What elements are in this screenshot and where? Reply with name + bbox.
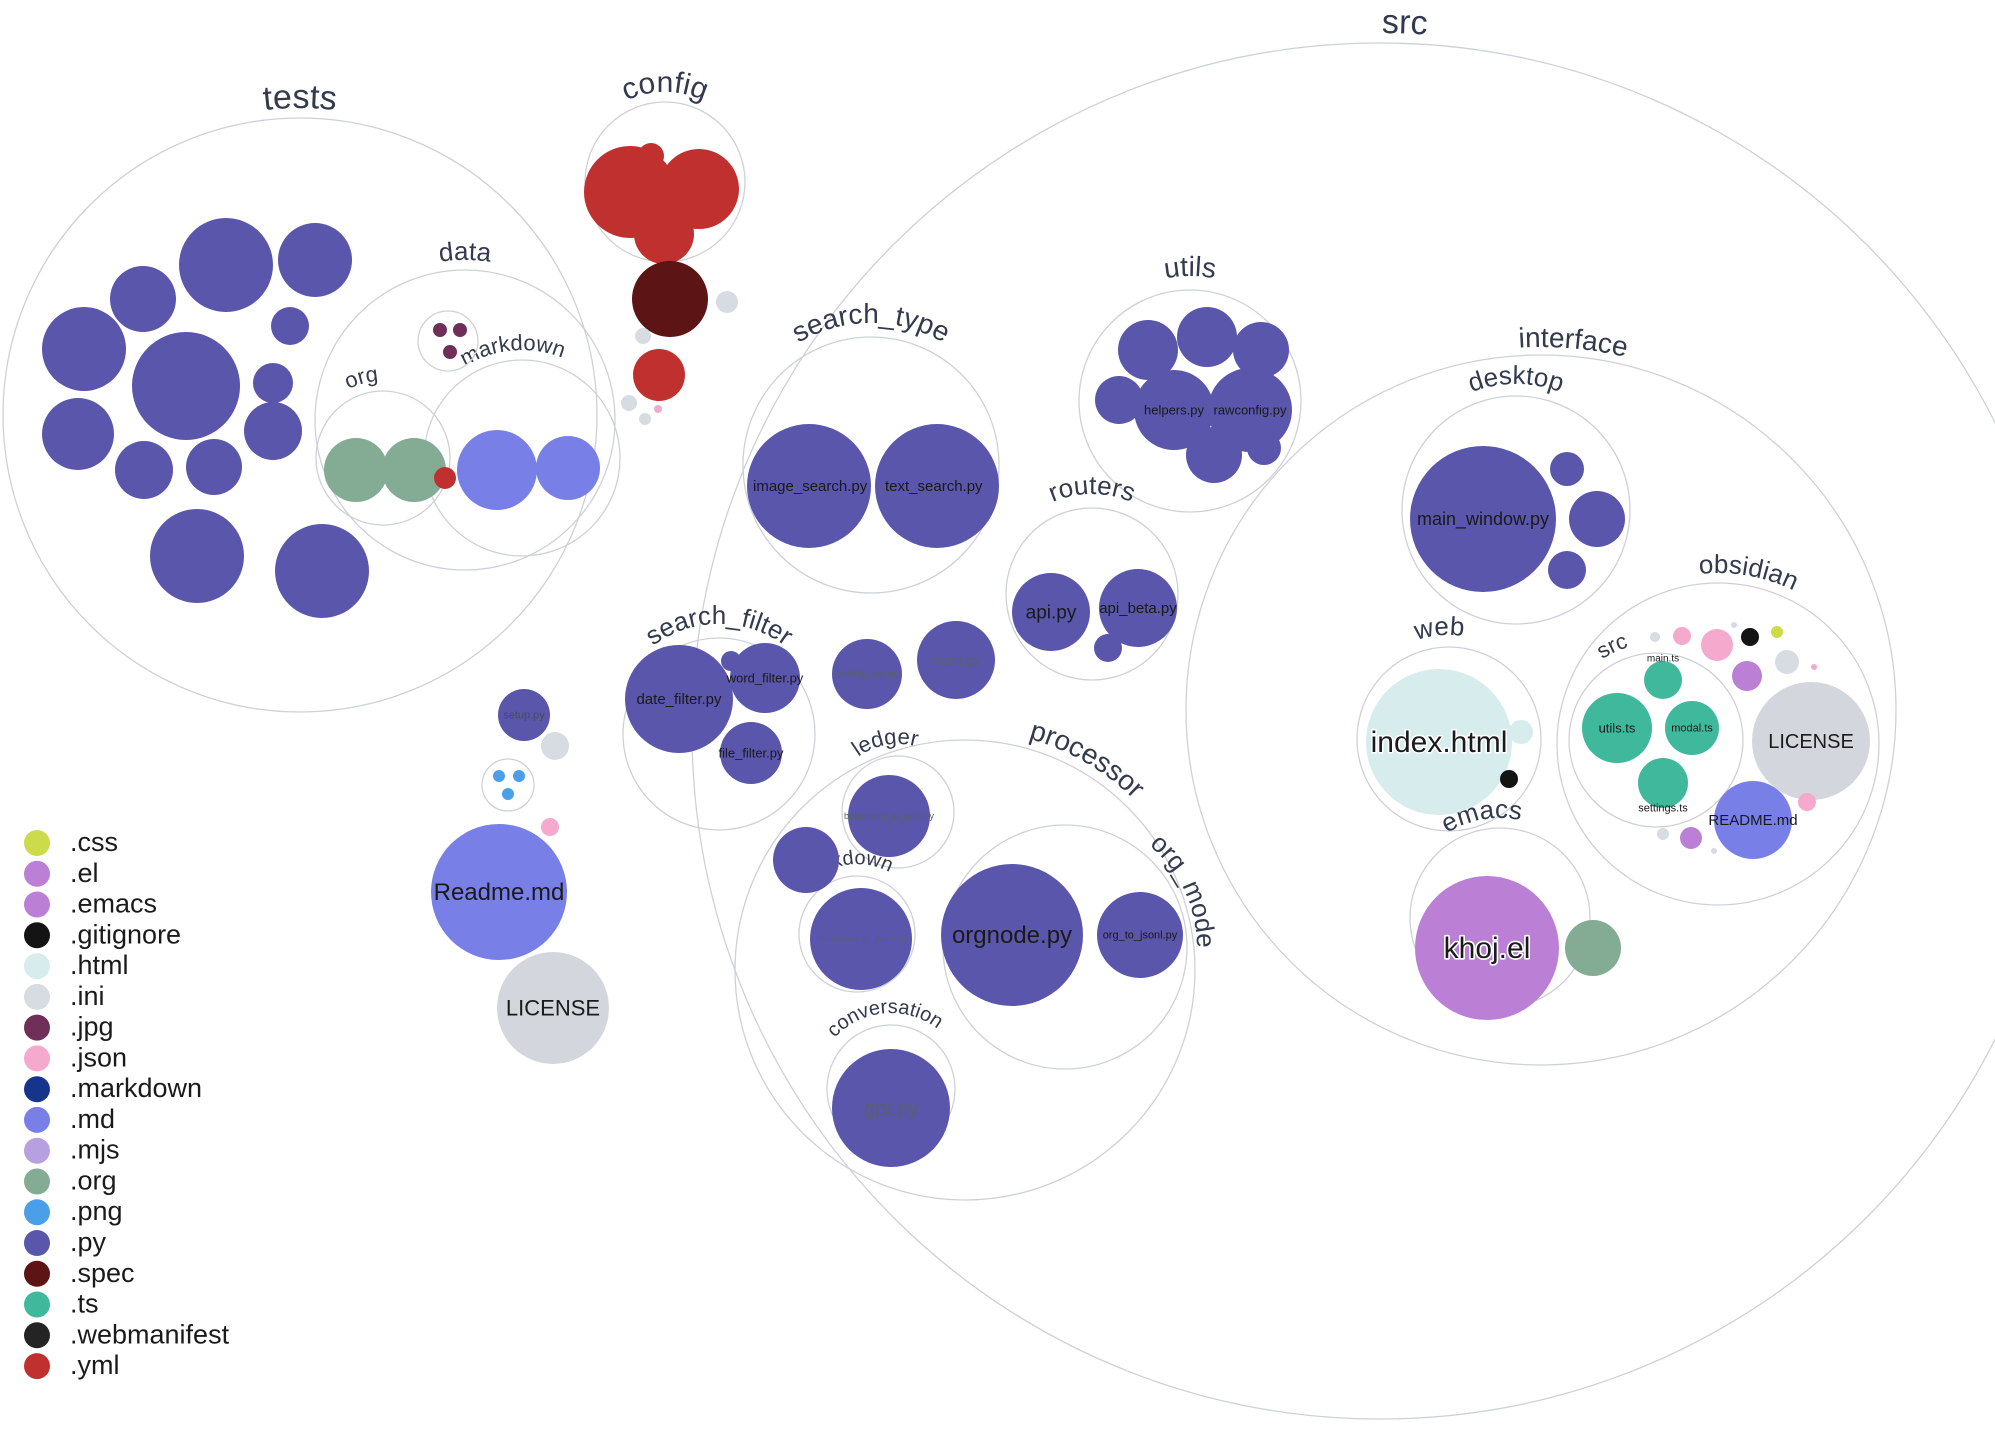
svg-text:main.py: main.py — [930, 652, 983, 669]
svg-text:image_search.py: image_search.py — [753, 478, 868, 495]
svg-text:search_type: search_type — [786, 298, 955, 348]
svg-text:.py: .py — [70, 1227, 107, 1257]
svg-text:file_filter.py: file_filter.py — [718, 745, 784, 760]
svg-text:.gitignore: .gitignore — [70, 919, 181, 949]
svg-text:.mjs: .mjs — [70, 1135, 120, 1165]
svg-text:markdown_to_jsonl.py: markdown_to_jsonl.py — [816, 934, 906, 944]
svg-text:word_filter.py: word_filter.py — [726, 670, 804, 685]
svg-text:tests: tests — [261, 78, 338, 118]
svg-text:org_to_jsonl.py: org_to_jsonl.py — [1103, 930, 1178, 942]
svg-text:web: web — [1410, 611, 1465, 646]
svg-text:utils: utils — [1162, 251, 1219, 284]
svg-text:.ts: .ts — [70, 1289, 99, 1319]
svg-text:.md: .md — [70, 1104, 115, 1134]
svg-text:README.md: README.md — [1708, 812, 1797, 829]
svg-text:src: src — [1592, 628, 1630, 664]
svg-text:.jpg: .jpg — [70, 1012, 114, 1042]
svg-text:beancount_to_jsonl.py: beancount_to_jsonl.py — [844, 811, 935, 821]
svg-text:desktop: desktop — [1464, 360, 1568, 398]
svg-text:api.py: api.py — [1026, 603, 1077, 624]
svg-text:.html: .html — [70, 950, 129, 980]
svg-text:conversation: conversation — [823, 996, 947, 1042]
svg-text:index.html: index.html — [1371, 726, 1508, 759]
svg-text:org: org — [341, 361, 380, 394]
svg-text:.png: .png — [70, 1196, 123, 1226]
svg-text:.json: .json — [70, 1042, 127, 1072]
svg-text:text_search.py: text_search.py — [885, 478, 983, 495]
svg-text:gpt.py: gpt.py — [864, 1098, 918, 1120]
svg-text:main_window.py: main_window.py — [1417, 509, 1549, 530]
svg-text:LICENSE: LICENSE — [506, 996, 600, 1021]
svg-text:data: data — [437, 236, 493, 268]
svg-text:.emacs: .emacs — [70, 889, 157, 919]
svg-text:helpers.py: helpers.py — [1144, 402, 1204, 417]
svg-text:.ini: .ini — [70, 981, 105, 1011]
svg-text:src: src — [1382, 3, 1429, 43]
svg-text:.markdown: .markdown — [70, 1073, 202, 1103]
svg-text:utils.ts: utils.ts — [1599, 720, 1636, 735]
svg-text:rawconfig.py: rawconfig.py — [1214, 402, 1287, 417]
svg-text:obsidian: obsidian — [1698, 549, 1804, 596]
svg-text:config: config — [617, 66, 713, 107]
svg-text:Readme.md: Readme.md — [434, 879, 565, 906]
svg-text:.org: .org — [70, 1166, 117, 1196]
svg-text:date_filter.py: date_filter.py — [636, 691, 722, 708]
svg-text:configure.py: configure.py — [834, 667, 899, 681]
svg-text:setup.py: setup.py — [503, 710, 545, 722]
svg-text:.css: .css — [70, 827, 118, 857]
svg-text:routers: routers — [1044, 470, 1140, 508]
svg-text:.el: .el — [70, 858, 99, 888]
svg-text:settings.ts: settings.ts — [1638, 803, 1688, 815]
svg-text:.webmanifest: .webmanifest — [70, 1319, 230, 1349]
svg-text:main.ts: main.ts — [1647, 653, 1679, 664]
svg-text:search_filter: search_filter — [640, 600, 800, 651]
svg-text:modal.ts: modal.ts — [1671, 723, 1713, 735]
svg-text:.yml: .yml — [70, 1350, 120, 1380]
svg-text:api_beta.py: api_beta.py — [1099, 600, 1177, 617]
svg-text:processor: processor — [1027, 715, 1151, 804]
svg-text:orgnode.py: orgnode.py — [952, 922, 1072, 949]
svg-text:khoj.el: khoj.el — [1444, 932, 1531, 965]
svg-text:.spec: .spec — [70, 1258, 135, 1288]
svg-text:LICENSE: LICENSE — [1768, 731, 1854, 753]
